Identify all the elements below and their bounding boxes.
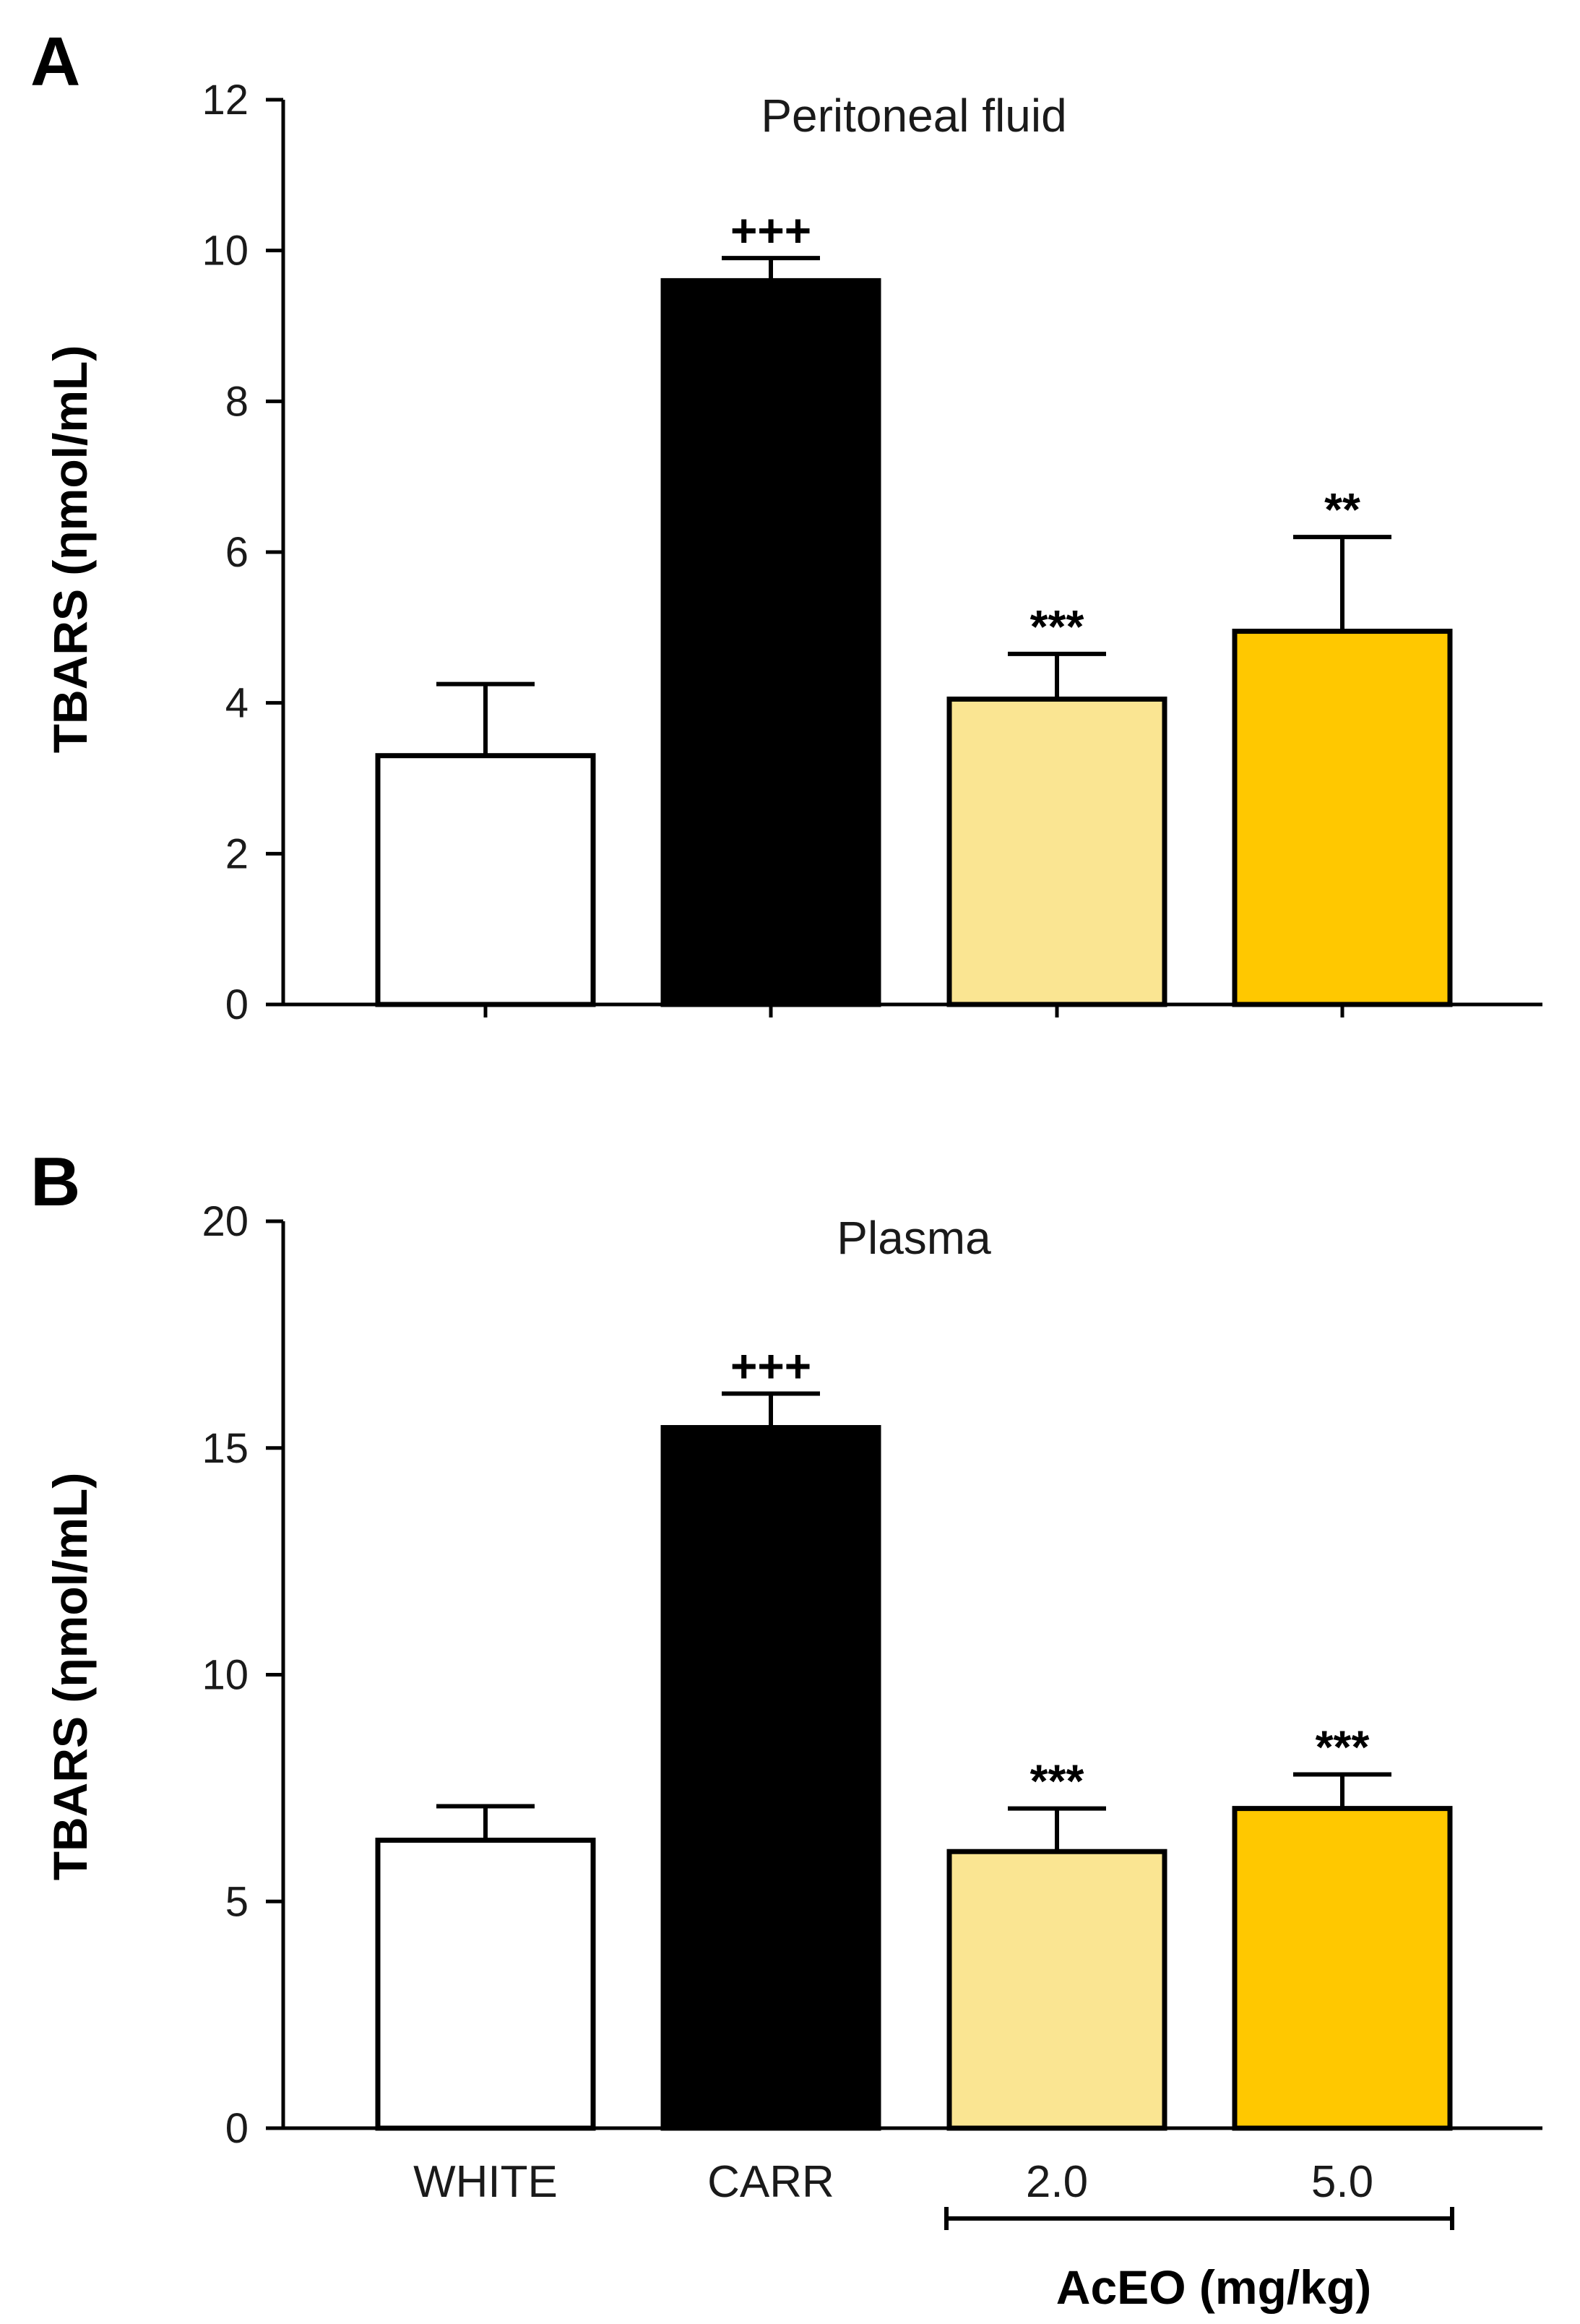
significance-label-b-2: +++ <box>730 1340 811 1392</box>
panel-letter-b: B <box>30 1143 80 1221</box>
category-label-1: WHITE <box>413 2157 558 2207</box>
category-label-4: 5.0 <box>1311 2157 1373 2207</box>
bar-b-4 <box>1232 1806 1453 2131</box>
bar-a-3 <box>946 696 1167 1007</box>
y-tick-label-a-0: 0 <box>225 981 249 1028</box>
y-tick-label-a-5: 10 <box>202 228 249 275</box>
bar-a-2 <box>660 277 881 1007</box>
y-tick-label-b-1: 5 <box>225 1878 249 1925</box>
y-axis-label-b: TBARS (ηmol/mL) <box>43 1473 97 1881</box>
y-tick-label-b-2: 10 <box>202 1652 249 1699</box>
group-label: AcEO (mg/kg) <box>1056 2260 1371 2314</box>
bar-b-1 <box>375 1838 596 2131</box>
panel-letter-a: A <box>30 23 80 100</box>
significance-label-b-4: *** <box>1316 1721 1370 1773</box>
y-tick-label-b-0: 0 <box>225 2105 249 2152</box>
y-tick-label-a-6: 12 <box>202 77 249 124</box>
chart-title-b: Plasma <box>837 1212 991 1264</box>
y-tick-label-a-3: 6 <box>225 529 249 576</box>
y-tick-label-b-3: 15 <box>202 1425 249 1472</box>
panel-b: B Plasma TBARS (ηmol/mL) AcEO (mg/kg) ++… <box>30 1143 1542 2314</box>
significance-label-b-3: *** <box>1030 1755 1084 1807</box>
category-label-2: CARR <box>707 2157 834 2207</box>
significance-label-a-2: +++ <box>730 205 811 257</box>
significance-label-a-4: ** <box>1324 483 1360 535</box>
bar-a-1 <box>375 753 596 1007</box>
y-tick-label-a-1: 2 <box>225 830 249 877</box>
bar-b-3 <box>946 1849 1167 2131</box>
chart-title-a: Peritoneal fluid <box>761 90 1066 142</box>
significance-label-a-3: *** <box>1030 601 1084 653</box>
y-tick-label-b-4: 20 <box>202 1198 249 1245</box>
bar-b-2 <box>660 1425 881 2131</box>
y-tick-label-a-4: 8 <box>225 378 249 425</box>
bar-a-4 <box>1232 629 1453 1007</box>
panel-a: A Peritoneal fluid TBARS (ηmol/mL) +++ **… <box>30 23 1542 1028</box>
y-axis-label-a: TBARS (ηmol/mL) <box>43 345 97 754</box>
category-label-3: 2.0 <box>1026 2157 1088 2207</box>
y-tick-label-a-2: 4 <box>225 680 249 727</box>
